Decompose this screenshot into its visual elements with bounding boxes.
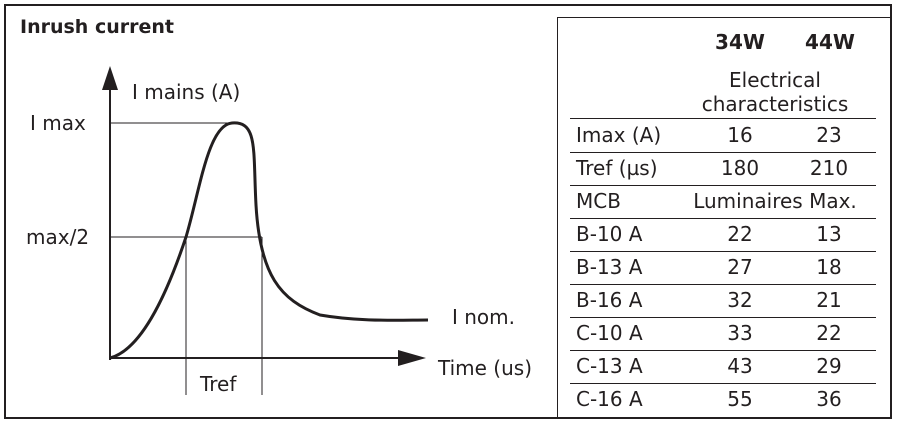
row-label: B-13 A xyxy=(576,255,643,279)
col-header-44w: 44W xyxy=(805,30,855,54)
table-row: Tref (µs) 180 210 xyxy=(570,152,876,186)
x-axis-arrow xyxy=(398,350,426,366)
y-axis-arrow xyxy=(102,66,118,90)
value-44w: 29 xyxy=(816,354,842,378)
mcb-label: MCB xyxy=(576,189,621,213)
group-header-line2: characteristics xyxy=(701,92,849,116)
row-label: Imax (A) xyxy=(576,123,662,147)
table-row: C-10 A 33 22 xyxy=(570,317,876,351)
row-label: B-10 A xyxy=(576,222,643,246)
value-34w: 27 xyxy=(727,255,753,279)
table-row: C-13 A 43 29 xyxy=(570,350,876,384)
value-44w: 13 xyxy=(816,222,842,246)
value-34w: 43 xyxy=(727,354,753,378)
inom-label: I nom. xyxy=(452,305,516,329)
diagram-title: Inrush current xyxy=(20,16,174,38)
value-44w: 23 xyxy=(816,123,842,147)
inrush-curve xyxy=(109,121,429,360)
table-row: B-10 A 22 13 xyxy=(570,218,876,252)
row-label: C-13 A xyxy=(576,354,643,378)
characteristics-table: 34W 44W Electrical characteristics Imax … xyxy=(557,17,890,417)
value-44w: 21 xyxy=(816,288,842,312)
inrush-diagram: Inrush current I mains (A) I max max/2 I… xyxy=(20,16,533,396)
half-max-label: max/2 xyxy=(26,225,90,249)
value-44w: 22 xyxy=(816,321,842,345)
value-34w: 55 xyxy=(727,387,753,411)
table-row: C-16 A 55 36 xyxy=(570,383,876,416)
inrush-curve-graphic xyxy=(102,66,429,395)
row-label: B-16 A xyxy=(576,288,643,312)
mcb-header-row: MCB Luminaires Max. xyxy=(570,185,876,219)
table-row: B-13 A 27 18 xyxy=(570,251,876,285)
row-label: C-16 A xyxy=(576,387,643,411)
table-row: Imax (A) 16 23 xyxy=(570,119,876,153)
table-header-row: 34W 44W xyxy=(570,26,876,59)
table-row: B-16 A 32 21 xyxy=(570,284,876,318)
imax-label: I max xyxy=(30,111,86,135)
row-label: C-10 A xyxy=(576,321,643,345)
x-axis-label: Time (us) xyxy=(438,356,533,380)
value-34w: 33 xyxy=(727,321,753,345)
group-header-row: Electrical characteristics xyxy=(570,66,876,119)
col-header-34w: 34W xyxy=(715,30,765,54)
panel-frame xyxy=(4,4,892,419)
luminaires-max-label: Luminaires Max. xyxy=(693,189,857,213)
value-34w: 180 xyxy=(720,156,760,180)
group-header-line1: Electrical xyxy=(729,68,821,92)
value-34w: 32 xyxy=(727,288,753,312)
value-44w: 36 xyxy=(816,387,842,411)
row-label: Tref (µs) xyxy=(576,156,658,180)
value-44w: 18 xyxy=(816,255,842,279)
y-axis-label: I mains (A) xyxy=(132,80,241,104)
value-34w: 22 xyxy=(727,222,753,246)
tref-label: Tref xyxy=(200,372,237,396)
value-44w: 210 xyxy=(809,156,849,180)
value-34w: 16 xyxy=(727,123,753,147)
